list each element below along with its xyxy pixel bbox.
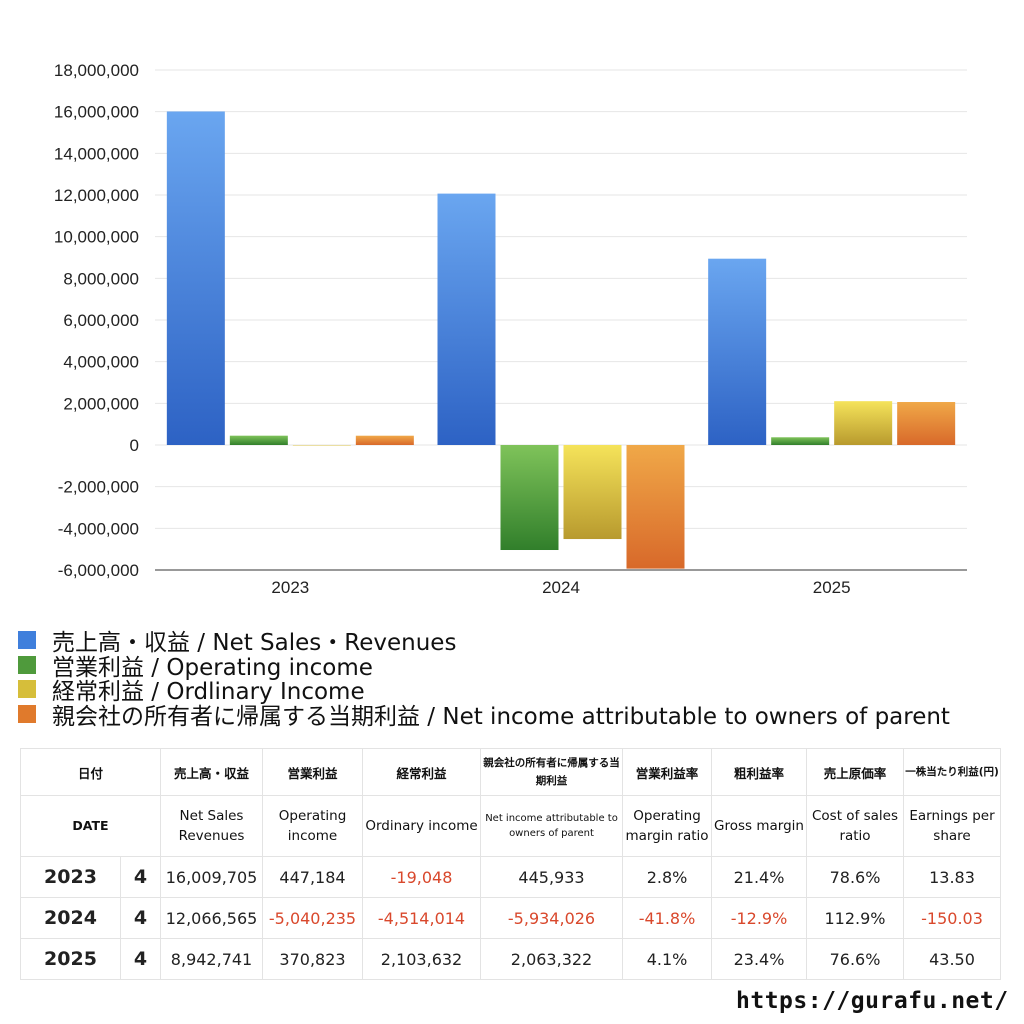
row-year: 2025 (20, 938, 121, 980)
row-cost-ratio: 112.9% (806, 897, 905, 939)
y-tick-label: 16,000,000 (54, 103, 139, 122)
header-cost-ratio-jp: 売上原価率 (806, 748, 905, 796)
table-header-en-row: DATE Net Sales Revenues Operating income… (19, 795, 1002, 857)
row-ordinary: 2,103,632 (362, 938, 482, 980)
bar-2023-series-1 (166, 111, 225, 445)
y-tick-label: 14,000,000 (54, 144, 139, 163)
y-tick-label: 8,000,000 (63, 269, 139, 288)
y-tick-label: 18,000,000 (54, 61, 139, 80)
header-sales-en: Net Sales Revenues (160, 795, 264, 857)
header-operating-en: Operating income (262, 795, 364, 857)
row-months: 4 (119, 897, 162, 939)
row-months: 4 (119, 938, 162, 980)
row-net-income: 2,063,322 (480, 938, 624, 980)
table-header-jp-row: 日付 売上高・収益 営業利益 経常利益 親会社の所有者に帰属する当期利益 営業利… (19, 748, 1002, 796)
header-date-en: DATE (19, 795, 162, 857)
row-ordinary: -4,514,014 (362, 897, 482, 939)
header-eps-jp: 一株当たり利益(円) (903, 748, 1002, 796)
chart-legend: 売上高・収益 / Net Sales・Revenues 営業利益 / Operat… (18, 628, 950, 730)
y-tick-label: -6,000,000 (58, 561, 139, 580)
row-gross-margin: -12.9% (711, 897, 808, 939)
bar-2024-series-1 (437, 193, 496, 445)
y-tick-label: -2,000,000 (58, 478, 139, 497)
header-op-margin-en: Operating margin ratio (622, 795, 713, 857)
row-year: 2023 (20, 856, 121, 898)
x-tick-label: 2023 (271, 578, 309, 597)
header-net-income-jp: 親会社の所有者に帰属する当期利益 (480, 748, 624, 796)
bar-chart: 18,000,000 16,000,000 14,000,000 12,000,000… (54, 61, 967, 597)
header-operating-jp: 営業利益 (262, 748, 364, 796)
bar-2023-series-3 (292, 445, 351, 446)
row-cost-ratio: 78.6% (806, 856, 905, 898)
bar-2024-series-4 (626, 445, 685, 569)
legend-item: 経常利益 / Ordlinary Income (18, 677, 950, 705)
header-op-margin-jp: 営業利益率 (622, 748, 713, 796)
y-tick-label: 10,000,000 (54, 228, 139, 247)
bar-2025-series-3 (834, 401, 893, 445)
bar-2023-series-2 (229, 435, 288, 445)
bar-2025-series-4 (897, 402, 956, 445)
row-op-margin: -41.8% (622, 897, 713, 939)
bar-2024-series-2 (500, 445, 559, 551)
row-net-income: -5,934,026 (480, 897, 624, 939)
row-sales: 8,942,741 (160, 938, 264, 980)
row-eps: 13.83 (903, 856, 1002, 898)
header-gross-margin-jp: 粗利益率 (711, 748, 808, 796)
header-cost-ratio-en: Cost of sales ratio (806, 795, 905, 857)
legend-item: 売上高・収益 / Net Sales・Revenues (18, 628, 950, 656)
row-operating: 370,823 (262, 938, 364, 980)
row-ordinary: -19,048 (362, 856, 482, 898)
header-ordinary-jp: 経常利益 (362, 748, 482, 796)
header-net-income-en: Net income attributable to owners of par… (480, 795, 624, 857)
row-operating: -5,040,235 (262, 897, 364, 939)
legend-label: 売上高・収益 / Net Sales・Revenues (52, 630, 457, 657)
y-tick-label: 2,000,000 (63, 394, 139, 413)
header-sales-jp: 売上高・収益 (160, 748, 264, 796)
row-net-income: 445,933 (480, 856, 624, 898)
row-gross-margin: 21.4% (711, 856, 808, 898)
table-row: 2024 4 12,066,565 -5,040,235 -4,514,014 … (20, 897, 1002, 939)
x-tick-label: 2024 (542, 578, 580, 597)
legend-label: 営業利益 / Operating income (52, 654, 373, 681)
header-date-jp: 日付 (19, 748, 162, 796)
table-row: 2023 4 16,009,705 447,184 -19,048 445,93… (20, 856, 1002, 898)
header-ordinary-en: Ordinary income (362, 795, 482, 857)
bar-2024-series-3 (563, 445, 622, 540)
row-operating: 447,184 (262, 856, 364, 898)
y-tick-label: 6,000,000 (63, 311, 139, 330)
y-tick-label: 4,000,000 (63, 353, 139, 372)
bar-2023-series-4 (355, 435, 414, 445)
row-eps: -150.03 (903, 897, 1002, 939)
y-tick-label: 12,000,000 (54, 186, 139, 205)
legend-swatch (18, 704, 36, 723)
row-gross-margin: 23.4% (711, 938, 808, 980)
row-months: 4 (119, 856, 162, 898)
header-gross-margin-en: Gross margin (711, 795, 808, 857)
bar-2025-series-1 (708, 258, 767, 445)
y-tick-label: -4,000,000 (58, 519, 139, 538)
legend-swatch (18, 631, 36, 650)
table-row: 2025 4 8,942,741 370,823 2,103,632 2,063… (20, 938, 1002, 980)
row-sales: 16,009,705 (160, 856, 264, 898)
row-cost-ratio: 76.6% (806, 938, 905, 980)
legend-item: 親会社の所有者に帰属する当期利益 / Net income attributab… (18, 702, 950, 730)
row-sales: 12,066,565 (160, 897, 264, 939)
legend-label: 経常利益 / Ordlinary Income (52, 679, 365, 706)
financial-data-table: 日付 売上高・収益 営業利益 経常利益 親会社の所有者に帰属する当期利益 営業利… (19, 748, 1002, 980)
row-op-margin: 2.8% (622, 856, 713, 898)
legend-label: 親会社の所有者に帰属する当期利益 / Net income attributab… (52, 703, 950, 730)
legend-swatch (18, 655, 36, 674)
site-url-link[interactable]: https://gurafu.net/ (736, 988, 1009, 1014)
x-tick-label: 2025 (813, 578, 851, 597)
bar-2025-series-2 (771, 437, 830, 445)
y-tick-label: 0 (130, 436, 139, 455)
legend-swatch (18, 680, 36, 699)
header-eps-en: Earnings per share (903, 795, 1002, 857)
row-eps: 43.50 (903, 938, 1002, 980)
legend-item: 営業利益 / Operating income (18, 653, 950, 681)
row-op-margin: 4.1% (622, 938, 713, 980)
row-year: 2024 (20, 897, 121, 939)
